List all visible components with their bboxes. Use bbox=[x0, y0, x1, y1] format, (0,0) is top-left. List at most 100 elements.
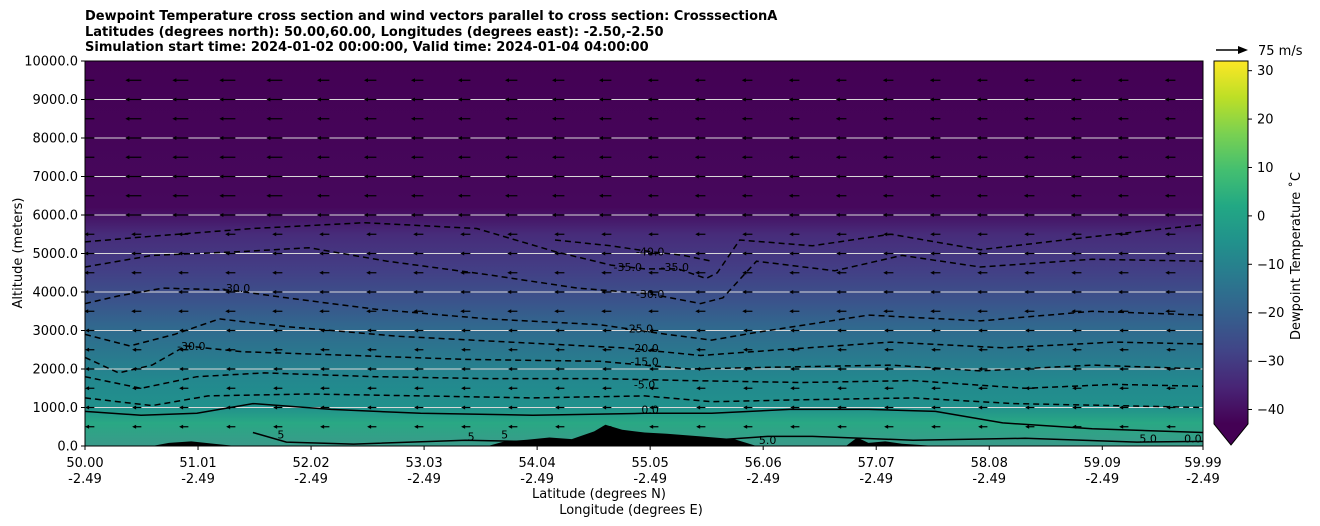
wind-vector-head bbox=[1165, 309, 1170, 314]
wind-vector-head bbox=[602, 347, 607, 352]
wind-vector-head bbox=[883, 251, 888, 256]
x-tick-label-lon: -2.49 bbox=[294, 472, 328, 487]
wind-vector-head bbox=[978, 328, 983, 333]
wind-vector-head bbox=[648, 232, 653, 237]
wind-vector-head bbox=[551, 97, 556, 102]
wind-vector-head bbox=[363, 97, 368, 102]
wind-vector-head bbox=[978, 405, 983, 410]
wind-vector-head bbox=[789, 232, 794, 237]
wind-vector-head bbox=[410, 78, 415, 83]
quiver-key-label: 75 m/s bbox=[1258, 44, 1303, 59]
wind-vector-head bbox=[78, 117, 82, 121]
wind-vector-head bbox=[125, 213, 130, 217]
wind-vector-head bbox=[930, 251, 935, 256]
wind-vector-head bbox=[219, 155, 224, 160]
wind-vector-head bbox=[1119, 405, 1124, 410]
wind-vector-head bbox=[367, 347, 372, 352]
wind-vector-head bbox=[976, 116, 981, 121]
wind-vector-head bbox=[316, 78, 321, 83]
colorbar-ticks: 30 20 10 0 −10 −20 −30 −40 bbox=[1248, 64, 1284, 418]
wind-vector-head bbox=[929, 174, 934, 179]
wind-vector-head bbox=[508, 347, 513, 352]
x-tick-label-lat: 59.09 bbox=[1084, 456, 1121, 471]
wind-vector-head bbox=[172, 174, 177, 179]
x-tick-label-lat: 57.07 bbox=[858, 456, 895, 471]
wind-vector-head bbox=[273, 424, 278, 429]
colorbar-frame bbox=[1213, 60, 1249, 446]
wind-vector-head bbox=[85, 405, 90, 410]
wind-vector-head bbox=[694, 174, 699, 179]
wind-vector-head bbox=[694, 136, 699, 140]
wind-vector-head bbox=[790, 424, 795, 429]
wind-vector-head bbox=[976, 97, 981, 102]
title-line-3: Simulation start time: 2024-01-02 00:00:… bbox=[85, 40, 649, 55]
wind-vector-head bbox=[835, 174, 840, 179]
wind-vector-head bbox=[1164, 78, 1169, 83]
contour-labels: -40.0 -35.0 -35.0 -30.0 -30.0 -25.0 -30.0 -20.0… bbox=[177, 246, 1202, 448]
wind-vector-head bbox=[131, 270, 136, 275]
wind-vector-head bbox=[930, 232, 935, 237]
wind-vector-head bbox=[226, 386, 231, 391]
wind-vector-head bbox=[741, 116, 746, 121]
wind-vector-head bbox=[508, 328, 513, 333]
x-tick-label-lon: -2.49 bbox=[1085, 472, 1119, 487]
wind-vector-head bbox=[882, 174, 887, 179]
wind-vector-head bbox=[554, 290, 559, 294]
colorbar: 30 20 10 0 −10 −20 −30 −40 Dewpoint Temperature… bbox=[1213, 60, 1304, 446]
wind-vector-head bbox=[929, 213, 934, 217]
wind-vector-head bbox=[85, 232, 89, 237]
wind-vector-head bbox=[410, 193, 415, 198]
x-tick-label-lon: -2.49 bbox=[633, 472, 667, 487]
wind-vector-head bbox=[1164, 193, 1169, 198]
wind-vector-head bbox=[132, 328, 137, 333]
wind-vector-head bbox=[551, 213, 556, 217]
wind-vector-head bbox=[601, 232, 606, 237]
wind-vector-head bbox=[551, 116, 556, 121]
wind-vector-head bbox=[1025, 405, 1030, 410]
contour-label: 0.0 bbox=[1184, 432, 1202, 445]
contour-line bbox=[85, 393, 1203, 409]
wind-vector-head bbox=[504, 213, 509, 217]
wind-vector-head bbox=[977, 270, 982, 275]
wind-vector-head bbox=[695, 290, 700, 294]
x-tick-label-lat: 54.04 bbox=[519, 456, 556, 471]
wind-vector-head bbox=[125, 193, 130, 198]
wind-vector-head bbox=[507, 309, 512, 314]
wind-vector-head bbox=[273, 405, 278, 410]
wind-vector-head bbox=[413, 270, 418, 275]
wind-vector-head bbox=[694, 155, 699, 160]
wind-vector-head bbox=[1025, 328, 1030, 333]
contour-label: -20.0 bbox=[630, 342, 658, 355]
colorbar-tick-label: −40 bbox=[1257, 403, 1284, 418]
wind-vector-head bbox=[172, 78, 177, 83]
x-tick-label-lon: -2.49 bbox=[520, 472, 554, 487]
wind-vector-head bbox=[85, 347, 90, 352]
colorbar-tick-label: 20 bbox=[1257, 113, 1274, 128]
wind-vector-head bbox=[789, 290, 794, 294]
wind-vector-head bbox=[1117, 78, 1122, 83]
wind-vector-head bbox=[598, 213, 603, 217]
wind-vector-head bbox=[884, 367, 889, 371]
wind-vector-head bbox=[410, 97, 415, 102]
wind-vector-head bbox=[837, 367, 842, 371]
y-tick-label: 10000.0 bbox=[24, 55, 78, 70]
wind-vector-head bbox=[788, 193, 793, 198]
wind-vector-head bbox=[883, 309, 888, 314]
wind-vector-head bbox=[647, 78, 652, 83]
contour-label: -25.0 bbox=[625, 323, 653, 336]
wind-vector-head bbox=[790, 386, 795, 391]
wind-vector-head bbox=[172, 155, 177, 160]
wind-vector-head bbox=[647, 97, 652, 102]
wind-vector-head bbox=[930, 309, 935, 314]
wind-vector-head bbox=[179, 424, 184, 429]
wind-vector-head bbox=[179, 367, 184, 371]
wind-vector-head bbox=[837, 347, 842, 352]
x-tick-label-lat: 56.06 bbox=[745, 456, 782, 471]
wind-vector-head bbox=[178, 251, 183, 256]
wind-vector-head bbox=[320, 424, 325, 429]
wind-vector-head bbox=[743, 424, 748, 429]
wind-vector-head bbox=[976, 213, 981, 217]
wind-vector-head bbox=[884, 328, 889, 333]
wind-vector-head bbox=[178, 270, 183, 275]
contour-label: 5.0 bbox=[1139, 432, 1157, 445]
